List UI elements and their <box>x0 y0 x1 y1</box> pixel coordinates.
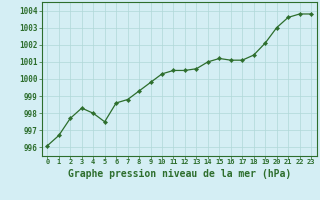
X-axis label: Graphe pression niveau de la mer (hPa): Graphe pression niveau de la mer (hPa) <box>68 169 291 179</box>
